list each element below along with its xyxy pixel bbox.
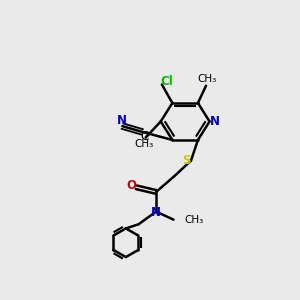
Text: CH₃: CH₃ — [184, 214, 203, 225]
Text: O: O — [126, 179, 136, 192]
Text: C: C — [140, 130, 148, 143]
Text: N: N — [117, 114, 128, 127]
Text: Cl: Cl — [160, 74, 173, 88]
Text: N: N — [210, 115, 220, 128]
Text: N: N — [151, 206, 160, 219]
Text: S: S — [182, 154, 191, 167]
Text: CH₃: CH₃ — [135, 139, 154, 149]
Text: CH₃: CH₃ — [198, 74, 217, 84]
